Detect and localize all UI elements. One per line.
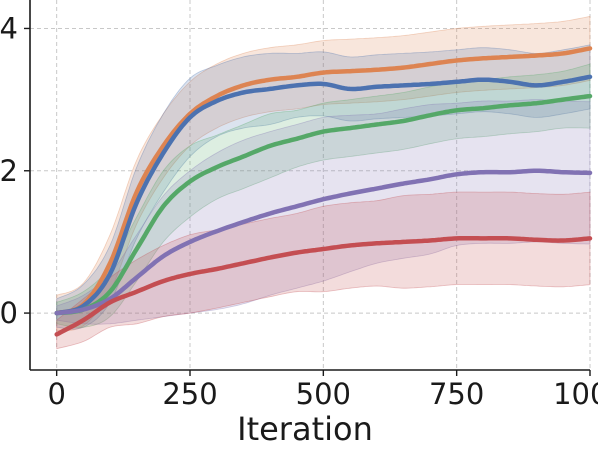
series-4-band	[56, 99, 591, 325]
series-5-line	[54, 235, 593, 337]
x-tick-label: 0	[47, 377, 65, 411]
x-tick-label: 500	[296, 377, 351, 411]
axes: 0 250 500 750 1000 0 2 4	[0, 0, 598, 411]
y-tick-label: 4	[0, 11, 18, 45]
x-tick-label: 750	[429, 377, 484, 411]
confidence-bands	[56, 15, 591, 350]
y-tick-label: 0	[0, 296, 18, 330]
series-4-line	[54, 168, 593, 316]
series-2-line	[54, 74, 593, 316]
grid	[30, 0, 591, 370]
y-tick-label: 2	[0, 154, 18, 188]
series-3-line	[54, 93, 593, 316]
x-tick-label: 1000	[553, 377, 598, 411]
series-lines	[54, 46, 593, 337]
x-axis-title: Iteration	[237, 410, 373, 448]
series-3-band	[56, 63, 591, 328]
x-tick-label: 250	[162, 377, 217, 411]
series-1-band	[56, 15, 591, 332]
series-1-line	[54, 46, 593, 316]
